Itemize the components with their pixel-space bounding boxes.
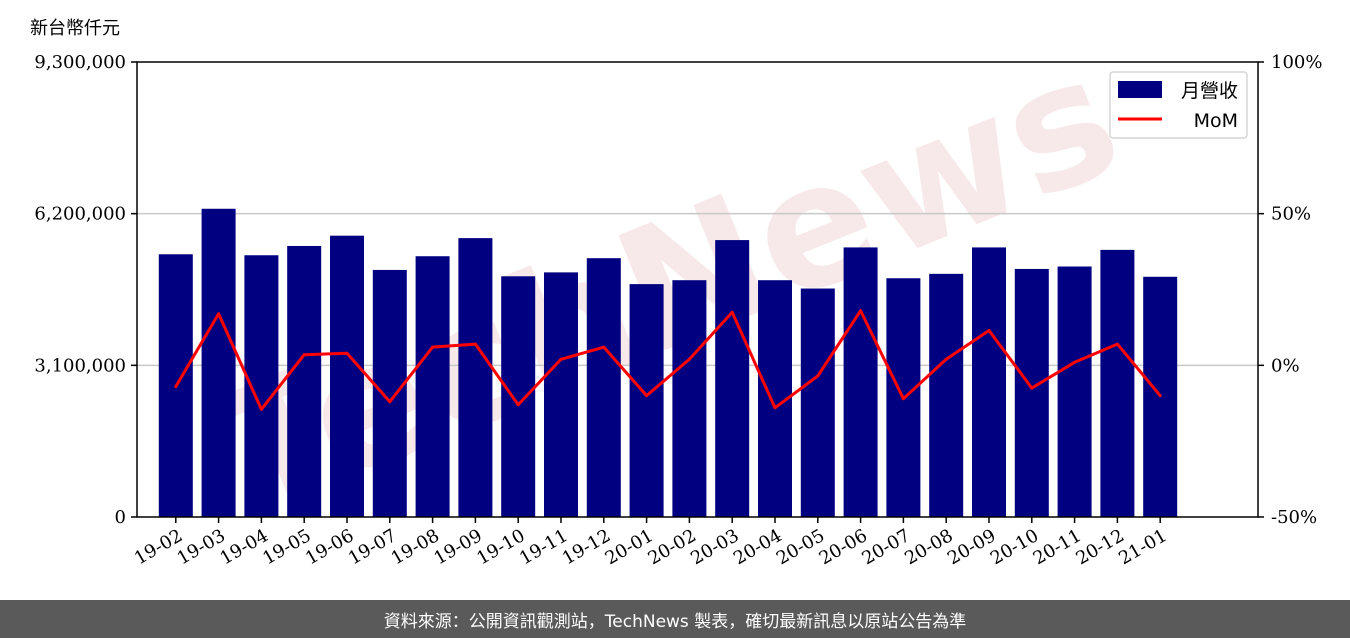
- mom-point: [1115, 342, 1119, 346]
- left-axis-tick-label: 0: [115, 507, 126, 528]
- x-axis-tick-label: 20-12: [1072, 525, 1127, 569]
- revenue-bar: [501, 276, 536, 517]
- x-axis-tick-label: 20-08: [901, 525, 956, 569]
- revenue-bar: [201, 208, 236, 517]
- x-axis-tick-label: 21-01: [1115, 525, 1170, 569]
- x-axis-tick-label: 20-04: [730, 525, 785, 569]
- revenue-bar: [287, 245, 322, 518]
- right-axis-tick-label: 0%: [1271, 355, 1300, 376]
- mom-point: [987, 328, 991, 332]
- revenue-bar: [329, 235, 364, 517]
- x-axis-tick-label: 19-12: [559, 525, 614, 569]
- x-axis-tick-label: 20-06: [816, 525, 871, 569]
- mom-point: [388, 400, 392, 404]
- mom-point: [773, 406, 777, 410]
- mom-point: [259, 407, 263, 411]
- x-axis-tick-label: 20-05: [773, 525, 828, 569]
- left-axis-tick-label: 3,100,000: [34, 355, 126, 376]
- revenue-bar: [458, 238, 493, 517]
- mom-point: [859, 309, 863, 313]
- revenue-bar: [715, 240, 750, 517]
- mom-point: [559, 357, 563, 361]
- x-axis-tick-label: 20-11: [1030, 525, 1085, 569]
- x-axis-tick-label: 19-04: [216, 525, 271, 569]
- mom-point: [516, 403, 520, 407]
- mom-point: [302, 353, 306, 357]
- x-axis-tick-label: 20-10: [987, 525, 1042, 569]
- legend-label-revenue: 月營收: [1181, 80, 1238, 102]
- revenue-bar: [586, 258, 621, 517]
- revenue-bar: [800, 288, 835, 517]
- right-axis-tick-label: 100%: [1271, 52, 1322, 73]
- mom-point: [345, 351, 349, 355]
- mom-point: [602, 345, 606, 349]
- mom-point: [816, 374, 820, 378]
- revenue-bar: [929, 273, 964, 517]
- mom-point: [944, 357, 948, 361]
- revenue-bar: [372, 269, 407, 517]
- source-footer: 資料來源：公開資訊觀測站，TechNews 製表，確切最新訊息以原站公告為準: [0, 600, 1350, 638]
- legend-label-mom: MoM: [1194, 110, 1238, 132]
- revenue-bar: [543, 272, 578, 517]
- chart-area: TechNews 0 3,100,000 6,200,000 9,300,000 -50%…: [30, 17, 1322, 569]
- mom-point: [473, 342, 477, 346]
- right-axis-tick-label: -50%: [1271, 507, 1317, 528]
- x-axis-tick-label: 20-03: [687, 525, 742, 569]
- mom-point: [1073, 360, 1077, 364]
- mom-point: [687, 357, 691, 361]
- x-axis-tick-label: 19-10: [473, 525, 528, 569]
- revenue-bar: [629, 284, 664, 517]
- mom-point: [1158, 394, 1162, 398]
- plot-frame: [136, 61, 1259, 518]
- revenue-bar: [415, 256, 450, 517]
- source-text: 資料來源：公開資訊觀測站，TechNews 製表，確切最新訊息以原站公告為準: [383, 611, 967, 632]
- x-axis-tick-label: 20-01: [602, 525, 657, 569]
- x-axis-tick-label: 19-11: [516, 525, 571, 569]
- mom-point: [730, 310, 734, 314]
- revenue-bar: [1100, 249, 1135, 517]
- x-axis-tick-label: 20-02: [644, 525, 699, 569]
- mom-point: [217, 312, 221, 316]
- unit-label: 新台幣仟元: [30, 18, 120, 39]
- legend-swatch-revenue: [1118, 81, 1162, 98]
- mom-point: [174, 385, 178, 389]
- mom-point: [431, 345, 435, 349]
- revenue-bar: [1014, 268, 1049, 517]
- revenue-bar: [843, 247, 878, 517]
- x-axis-tick-label: 19-09: [430, 525, 485, 569]
- mom-point: [1030, 386, 1034, 390]
- x-axis-tick-label: 19-03: [174, 525, 229, 569]
- mom-line: [174, 309, 1162, 411]
- revenue-bar: [672, 280, 707, 517]
- x-axis-tick-label: 20-09: [944, 525, 999, 569]
- right-axis-tick-label: 50%: [1271, 204, 1311, 225]
- x-axis-tick-label: 19-02: [131, 525, 186, 569]
- revenue-chart: TechNews03,100,0006,200,0009,300,000-50%…: [30, 17, 1322, 569]
- x-axis-tick-label: 19-08: [388, 525, 443, 569]
- mom-point: [645, 394, 649, 398]
- x-axis-tick-label: 19-07: [345, 525, 400, 569]
- left-axis-tick-label: 9,300,000: [34, 52, 126, 73]
- revenue-bar: [1057, 266, 1092, 517]
- mom-point: [901, 397, 905, 401]
- left-axis-tick-label: 6,200,000: [34, 204, 126, 225]
- revenue-bar: [971, 247, 1006, 517]
- x-axis-tick-label: 20-07: [858, 525, 913, 569]
